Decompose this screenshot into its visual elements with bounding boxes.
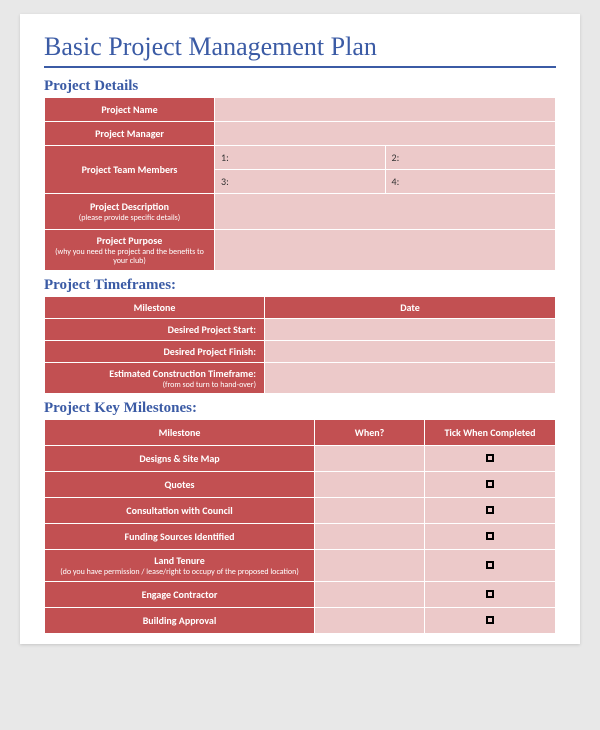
label-desired-finish: Desired Project Finish: bbox=[45, 340, 265, 362]
page-title: Basic Project Management Plan bbox=[44, 32, 556, 68]
value-desired-start-date[interactable] bbox=[265, 318, 556, 340]
label-construction-timeframe: Estimated Construction Timeframe: (from … bbox=[45, 362, 265, 394]
row-funding-sources: Funding Sources Identified bbox=[45, 524, 556, 550]
timeframes-header-row: Milestone Date bbox=[45, 296, 556, 318]
section-heading-milestones: Project Key Milestones: bbox=[44, 400, 556, 417]
milestone-tick[interactable] bbox=[425, 472, 556, 498]
milestone-when[interactable] bbox=[315, 472, 425, 498]
milestone-label: Engage Contractor bbox=[45, 582, 315, 608]
label-desired-start: Desired Project Start: bbox=[45, 318, 265, 340]
label-team-members: Project Team Members bbox=[45, 146, 215, 194]
label-text: Project Purpose bbox=[97, 234, 163, 247]
label-text: Project Description bbox=[90, 200, 169, 213]
value-team-3[interactable]: 3: bbox=[215, 170, 386, 194]
milestone-when[interactable] bbox=[315, 608, 425, 634]
value-project-description[interactable] bbox=[215, 194, 556, 230]
col-milestone: Milestone bbox=[45, 420, 315, 446]
label-text: Land Tenure bbox=[154, 554, 205, 567]
label-project-name: Project Name bbox=[45, 98, 215, 122]
checkbox-icon bbox=[486, 532, 494, 540]
value-project-name[interactable] bbox=[215, 98, 556, 122]
row-project-purpose: Project Purpose (why you need the projec… bbox=[45, 230, 556, 271]
checkbox-icon bbox=[486, 616, 494, 624]
milestone-tick[interactable] bbox=[425, 524, 556, 550]
milestone-label: Funding Sources Identified bbox=[45, 524, 315, 550]
milestone-tick[interactable] bbox=[425, 608, 556, 634]
label-subtext: (do you have permission / lease/right to… bbox=[51, 568, 308, 577]
value-team-1[interactable]: 1: bbox=[215, 146, 386, 170]
row-team-members-1: Project Team Members 1: 2: bbox=[45, 146, 556, 170]
milestone-when[interactable] bbox=[315, 498, 425, 524]
label-project-purpose: Project Purpose (why you need the projec… bbox=[45, 230, 215, 271]
value-team-4[interactable]: 4: bbox=[385, 170, 556, 194]
checkbox-icon bbox=[486, 590, 494, 598]
milestone-when[interactable] bbox=[315, 550, 425, 582]
document-page: Basic Project Management Plan Project De… bbox=[20, 14, 580, 644]
col-milestone: Milestone bbox=[45, 296, 265, 318]
milestone-label: Consultation with Council bbox=[45, 498, 315, 524]
milestone-label: Designs & Site Map bbox=[45, 446, 315, 472]
milestone-when[interactable] bbox=[315, 524, 425, 550]
milestone-tick[interactable] bbox=[425, 582, 556, 608]
value-project-purpose[interactable] bbox=[215, 230, 556, 271]
milestone-label: Building Approval bbox=[45, 608, 315, 634]
row-engage-contractor: Engage Contractor bbox=[45, 582, 556, 608]
milestone-when[interactable] bbox=[315, 582, 425, 608]
value-desired-finish-date[interactable] bbox=[265, 340, 556, 362]
milestone-tick[interactable] bbox=[425, 498, 556, 524]
project-details-table: Project Name Project Manager Project Tea… bbox=[44, 97, 556, 271]
value-construction-timeframe-date[interactable] bbox=[265, 362, 556, 394]
row-desired-finish: Desired Project Finish: bbox=[45, 340, 556, 362]
row-project-description: Project Description (please provide spec… bbox=[45, 194, 556, 230]
row-consultation-council: Consultation with Council bbox=[45, 498, 556, 524]
row-project-manager: Project Manager bbox=[45, 122, 556, 146]
row-land-tenure: Land Tenure (do you have permission / le… bbox=[45, 550, 556, 582]
label-project-manager: Project Manager bbox=[45, 122, 215, 146]
checkbox-icon bbox=[486, 454, 494, 462]
milestones-header-row: Milestone When? Tick When Completed bbox=[45, 420, 556, 446]
checkbox-icon bbox=[486, 561, 494, 569]
value-team-2[interactable]: 2: bbox=[385, 146, 556, 170]
milestone-when[interactable] bbox=[315, 446, 425, 472]
row-building-approval: Building Approval bbox=[45, 608, 556, 634]
row-construction-timeframe: Estimated Construction Timeframe: (from … bbox=[45, 362, 556, 394]
section-heading-details: Project Details bbox=[44, 78, 556, 95]
checkbox-icon bbox=[486, 480, 494, 488]
label-subtext: (why you need the project and the benefi… bbox=[51, 248, 208, 266]
checkbox-icon bbox=[486, 506, 494, 514]
label-text: Estimated Construction Timeframe: bbox=[109, 367, 256, 380]
row-project-name: Project Name bbox=[45, 98, 556, 122]
project-milestones-table: Milestone When? Tick When Completed Desi… bbox=[44, 419, 556, 634]
label-subtext: (please provide specific details) bbox=[51, 214, 208, 223]
row-desired-start: Desired Project Start: bbox=[45, 318, 556, 340]
section-heading-timeframes: Project Timeframes: bbox=[44, 277, 556, 294]
milestone-label: Land Tenure (do you have permission / le… bbox=[45, 550, 315, 582]
label-project-description: Project Description (please provide spec… bbox=[45, 194, 215, 230]
label-subtext: (from sod turn to hand-over) bbox=[51, 381, 256, 390]
row-quotes: Quotes bbox=[45, 472, 556, 498]
col-date: Date bbox=[265, 296, 556, 318]
milestone-label: Quotes bbox=[45, 472, 315, 498]
milestone-tick[interactable] bbox=[425, 446, 556, 472]
value-project-manager[interactable] bbox=[215, 122, 556, 146]
col-when: When? bbox=[315, 420, 425, 446]
milestone-tick[interactable] bbox=[425, 550, 556, 582]
col-tick: Tick When Completed bbox=[425, 420, 556, 446]
row-designs-site-map: Designs & Site Map bbox=[45, 446, 556, 472]
project-timeframes-table: Milestone Date Desired Project Start: De… bbox=[44, 296, 556, 395]
